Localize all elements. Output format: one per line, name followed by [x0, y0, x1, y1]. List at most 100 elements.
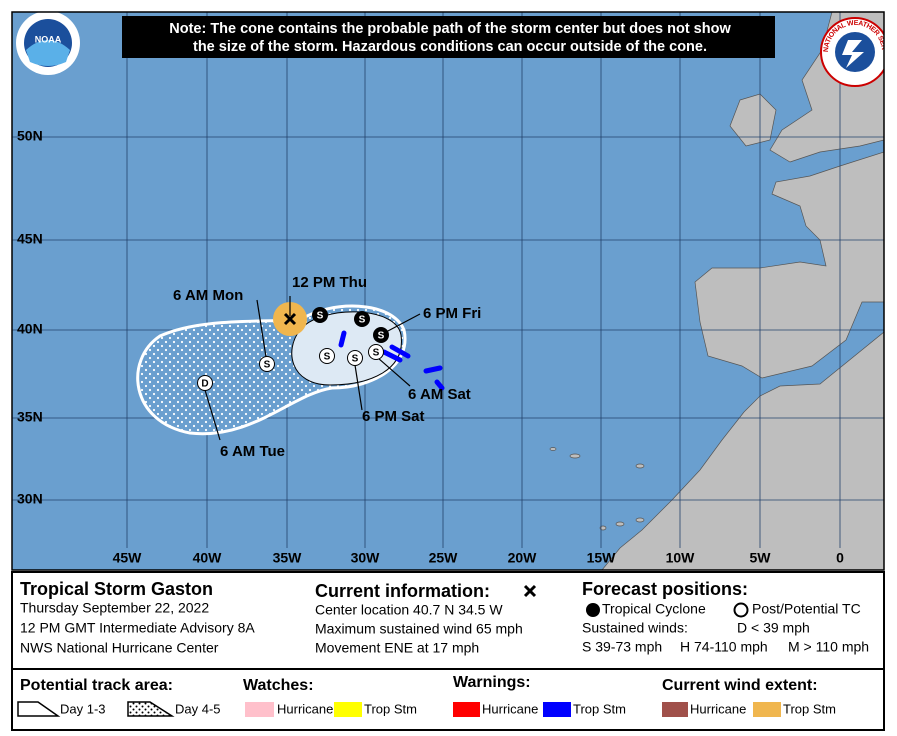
tc-icon	[586, 603, 600, 617]
point-symbol: S	[359, 315, 366, 326]
day13-label: Day 1-3	[60, 701, 106, 716]
tc-label: Tropical Cyclone	[602, 601, 706, 617]
warning-segment	[434, 379, 445, 391]
swatch-label: Trop Stm	[783, 701, 836, 716]
post-tc-point	[259, 356, 275, 372]
swatch	[753, 702, 781, 717]
sustained-winds: Sustained winds:	[582, 620, 688, 636]
point-symbol: S	[352, 354, 359, 365]
wind-class: S 39-73 mph	[582, 639, 662, 655]
point-symbol: S	[317, 311, 324, 322]
swatch	[334, 702, 362, 717]
swatch-label: Trop Stm	[364, 701, 417, 716]
africa	[601, 331, 884, 570]
current-x-icon	[523, 584, 537, 598]
note-text: Note: The cone contains the probable pat…	[169, 21, 731, 37]
lon-label: 30W	[351, 550, 381, 566]
wind-class: M > 110 mph	[788, 639, 869, 655]
point-label: 6 AM Mon	[173, 287, 243, 304]
post-tc-point	[319, 348, 335, 364]
day13-icon	[17, 701, 61, 717]
leader	[377, 357, 411, 387]
swatch-label: Hurricane	[277, 701, 333, 716]
leader	[256, 299, 267, 358]
wind-class: H 74-110 mph	[680, 639, 768, 655]
post-tc-icon	[733, 602, 749, 618]
swatch	[245, 702, 274, 717]
lat-label: 35N	[17, 409, 43, 425]
cone-day1-3	[291, 311, 402, 386]
post-tc-point	[368, 344, 384, 360]
tc-point	[354, 311, 370, 327]
point-labels: 12 PM Thu 6 AM Mon 6 PM Fri 6 AM Sat 6 P…	[173, 274, 481, 460]
island	[569, 453, 581, 459]
island	[549, 447, 557, 451]
logo-text: NOAA	[35, 34, 62, 44]
lat-label: 50N	[17, 128, 43, 144]
swatch-label: Hurricane	[482, 701, 538, 716]
leader-lines	[204, 296, 421, 441]
swatch	[453, 702, 480, 717]
center: NWS National Hurricane Center	[20, 640, 219, 656]
legend-panel: Tropical Storm Gaston Thursday September…	[11, 571, 885, 731]
leader	[204, 389, 221, 441]
post-tc-label: Post/Potential TC	[752, 601, 861, 617]
forecast-title: Forecast positions:	[582, 579, 748, 599]
note-text: the size of the storm. Hazardous conditi…	[193, 39, 707, 55]
point-symbol: S	[324, 352, 331, 363]
warnings-title: Warnings:	[453, 674, 531, 691]
watches-title: Watches:	[243, 677, 314, 694]
lon-label: 45W	[113, 550, 143, 566]
wind-extent-title: Current wind extent:	[662, 677, 818, 694]
leader	[354, 364, 363, 411]
warning-segment	[381, 349, 403, 363]
island	[615, 521, 625, 527]
tc-point	[312, 307, 328, 323]
swatch-label: Trop Stm	[573, 701, 626, 716]
lon-labels: 45W 40W 35W 30W 25W 20W 15W 10W 5W 0	[113, 550, 845, 566]
logo-wave	[26, 40, 70, 66]
lat-labels: 50N 45N 40N 35N 30N	[17, 128, 43, 507]
swatch	[662, 702, 688, 717]
lon-label: 20W	[508, 550, 538, 566]
current-title: Current information:	[315, 581, 490, 601]
island	[635, 517, 645, 523]
logo-bolt	[842, 40, 864, 68]
warning-segment	[423, 365, 443, 374]
swatch-label: Hurricane	[690, 701, 746, 716]
leader	[385, 313, 421, 333]
point-label: 6 AM Tue	[220, 443, 285, 460]
point-symbol: S	[264, 360, 271, 371]
current-line: Movement ENE at 17 mph	[315, 640, 479, 656]
legend-frame	[11, 571, 885, 731]
point-label: 12 PM Thu	[292, 274, 367, 291]
lon-label: 35W	[273, 550, 303, 566]
point-label: 6 AM Sat	[408, 386, 471, 403]
wind-class: D < 39 mph	[737, 620, 810, 636]
lon-label: 5W	[750, 550, 772, 566]
forecast-points: S S S S S S S D	[197, 307, 389, 391]
storm-name: Tropical Storm Gaston	[20, 579, 213, 599]
point-label: 6 PM Fri	[423, 305, 481, 322]
day45-label: Day 4-5	[175, 701, 221, 716]
post-tc-point	[197, 375, 213, 391]
map-frame	[11, 11, 885, 571]
lat-label: 40N	[17, 321, 43, 337]
island	[635, 463, 645, 469]
lon-label: 25W	[429, 550, 459, 566]
date: Thursday September 22, 2022	[20, 600, 209, 616]
lat-label: 30N	[17, 491, 43, 507]
post-tc-point	[347, 350, 363, 366]
map: S S S S S S S D 12 PM Thu 6 AM Mon 6 PM …	[12, 12, 884, 570]
warning-segment	[338, 330, 347, 348]
warning-segment	[389, 344, 411, 359]
current-line: Maximum sustained wind 65 mph	[315, 621, 523, 637]
x-mark	[523, 584, 537, 598]
point-symbol: S	[373, 348, 380, 359]
track-title: Potential track area:	[20, 677, 173, 694]
day45-icon	[127, 701, 175, 717]
current-line: Center location 40.7 N 34.5 W	[315, 602, 503, 618]
lon-label: 40W	[193, 550, 223, 566]
logo-ring	[820, 17, 884, 87]
